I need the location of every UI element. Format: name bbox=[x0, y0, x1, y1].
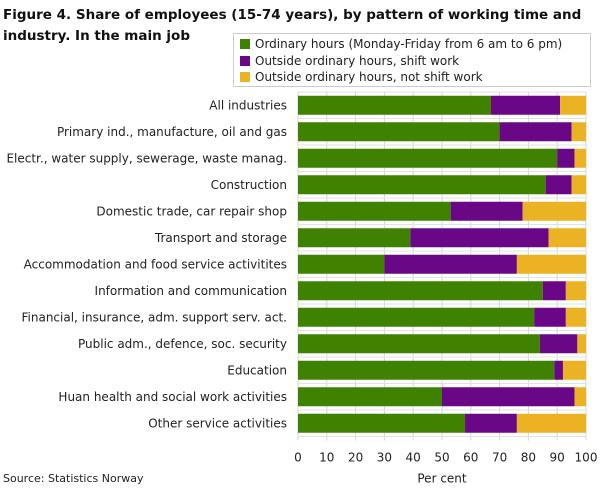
bar-segment-ordinary bbox=[298, 148, 558, 168]
category-label: Accommodation and food service activitit… bbox=[24, 257, 287, 271]
x-tick-label: 0 bbox=[294, 451, 302, 465]
legend-item-not-shift[interactable]: Outside ordinary hours, not shift work bbox=[240, 69, 584, 86]
bar-segment-shift bbox=[442, 387, 575, 407]
bar-segment-ordinary bbox=[298, 254, 385, 274]
bar-segment-shift bbox=[534, 307, 566, 327]
legend-swatch bbox=[240, 55, 250, 66]
bar-segment-ordinary bbox=[298, 413, 466, 433]
bar-segment-shift bbox=[545, 175, 572, 195]
x-tick-label: 100 bbox=[575, 451, 598, 465]
bar-segment-not-shift bbox=[562, 360, 586, 380]
bar-segment-ordinary bbox=[298, 387, 442, 407]
bar-segment-shift bbox=[410, 228, 549, 248]
category-label: Other service activities bbox=[148, 416, 287, 430]
category-label: Financial, insurance, adm. support serv.… bbox=[22, 310, 288, 324]
bar-segment-not-shift bbox=[571, 122, 586, 142]
bar-segment-ordinary bbox=[298, 307, 535, 327]
category-label: Transport and storage bbox=[154, 231, 287, 245]
x-tick-label: 60 bbox=[463, 451, 478, 465]
legend-item-shift[interactable]: Outside ordinary hours, shift work bbox=[240, 53, 584, 70]
bar-segment-ordinary bbox=[298, 201, 451, 221]
x-tick-label: 10 bbox=[319, 451, 334, 465]
x-tick-label: 90 bbox=[550, 451, 565, 465]
legend-swatch bbox=[240, 72, 250, 83]
bar-segment-ordinary bbox=[298, 281, 543, 301]
legend: Ordinary hours (Monday-Friday from 6 am … bbox=[233, 33, 591, 87]
x-axis-label: Per cent bbox=[417, 472, 467, 486]
bar-segment-shift bbox=[465, 413, 517, 433]
x-tick-label: 20 bbox=[348, 451, 363, 465]
bar-segment-ordinary bbox=[298, 95, 491, 115]
bar-segment-ordinary bbox=[298, 175, 546, 195]
x-tick-label: 30 bbox=[377, 451, 392, 465]
bar-segment-not-shift bbox=[522, 201, 586, 221]
chart-title: Figure 4. Share of employees (15-74 year… bbox=[3, 7, 582, 44]
bar-segment-ordinary bbox=[298, 228, 411, 248]
x-tick-label: 80 bbox=[521, 451, 536, 465]
bar-segment-shift bbox=[557, 148, 575, 168]
bar-segment-not-shift bbox=[560, 95, 586, 115]
bar-segment-not-shift bbox=[574, 148, 586, 168]
category-label: Information and communication bbox=[95, 284, 287, 298]
bar-segment-not-shift bbox=[548, 228, 586, 248]
bar-segment-ordinary bbox=[298, 334, 540, 354]
category-label: Huan health and social work activities bbox=[58, 390, 287, 404]
bar-segment-shift bbox=[450, 201, 523, 221]
bar-segment-not-shift bbox=[565, 281, 586, 301]
source-note: Source: Statistics Norway bbox=[3, 472, 144, 485]
category-label: Construction bbox=[211, 178, 287, 192]
category-label: Education bbox=[227, 363, 287, 377]
bar-segment-not-shift bbox=[571, 175, 586, 195]
legend-label: Outside ordinary hours, not shift work bbox=[255, 70, 483, 84]
category-label: Domestic trade, car repair shop bbox=[96, 204, 287, 218]
bar-segment-shift bbox=[539, 334, 578, 354]
category-label: Primary ind., manufacture, oil and gas bbox=[57, 125, 287, 139]
bar-segment-not-shift bbox=[577, 334, 586, 354]
legend-item-ordinary[interactable]: Ordinary hours (Monday-Friday from 6 am … bbox=[240, 36, 584, 53]
x-tick-label: 40 bbox=[406, 451, 421, 465]
category-label: Electr., water supply, sewerage, waste m… bbox=[6, 151, 287, 165]
bar-segment-not-shift bbox=[516, 413, 586, 433]
bar-segment-shift bbox=[499, 122, 572, 142]
x-tick-label: 70 bbox=[492, 451, 507, 465]
bar-segment-shift bbox=[384, 254, 517, 274]
category-label: Public adm., defence, soc. security bbox=[78, 337, 287, 351]
bar-segment-shift bbox=[542, 281, 566, 301]
bar-segment-ordinary bbox=[298, 360, 555, 380]
legend-label: Ordinary hours (Monday-Friday from 6 am … bbox=[255, 37, 563, 51]
bar-segment-not-shift bbox=[574, 387, 586, 407]
bar-segment-not-shift bbox=[516, 254, 586, 274]
legend-swatch bbox=[240, 39, 250, 50]
bar-segment-shift bbox=[490, 95, 561, 115]
legend-label: Outside ordinary hours, shift work bbox=[255, 53, 460, 68]
bar-segment-not-shift bbox=[565, 307, 586, 327]
x-tick-label: 50 bbox=[434, 451, 449, 465]
bar-segment-ordinary bbox=[298, 122, 500, 142]
category-label: All industries bbox=[209, 98, 287, 112]
bar-segment-shift bbox=[554, 360, 563, 380]
